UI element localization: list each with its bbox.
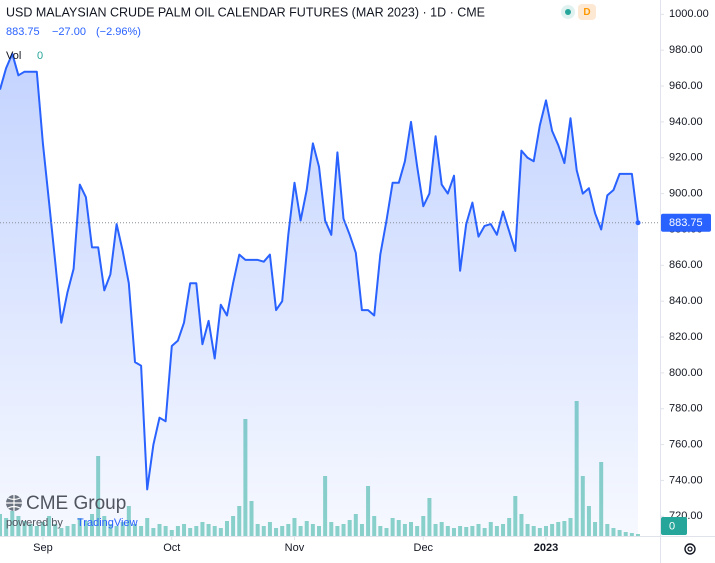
price-line [0,52,639,491]
x-tick-label: 2023 [534,542,558,554]
y-tick-label: 940.00 [669,116,703,128]
volume-current: 0 [37,50,43,62]
y-tick-label: 820.00 [669,331,703,343]
last-point [635,220,641,226]
delay-badge [578,4,596,20]
volume-badge [661,517,687,535]
logo-globe-lines [6,495,22,511]
status-dot [565,9,571,15]
y-tick-label: 1000.00 [669,8,709,20]
x-tick-label: Oct [163,542,180,554]
y-tick-label: 760.00 [669,438,703,450]
last-price-label: 883.75 [669,217,703,229]
y-tick-label: 840.00 [669,295,703,307]
x-tick-label: Dec [414,542,434,554]
x-tick-label: Nov [285,542,305,554]
delay-icon: D [583,7,590,18]
price-change-pct: (−2.96%) [96,26,141,38]
y-tick-label: 900.00 [669,188,703,200]
volume-tick-label: 0 [669,520,675,532]
chart-title: USD MALAYSIAN CRUDE PALM OIL CALENDAR FU… [6,5,485,19]
y-tick-label: 860.00 [669,259,703,271]
gear-hub[interactable] [687,546,693,552]
y-tick-label: 780.00 [669,403,703,415]
y-tick-label: 960.00 [669,80,703,92]
area-fill [0,53,638,537]
gear[interactable] [684,543,696,555]
settings-icon[interactable] [684,543,696,555]
logo: CME Group powered by TradingView [6,493,138,529]
volume-legend: Vol [6,50,21,62]
y-tick-label: 800.00 [669,367,703,379]
y-tick-label: 740.00 [669,474,703,486]
powered-by: powered by [6,517,63,529]
last-price: 883.75 [6,26,40,38]
y-tick-label: 980.00 [669,44,703,56]
price-change: −27.00 [52,26,86,38]
platform: TradingView [77,517,138,529]
y-tick-label: 920.00 [669,152,703,164]
x-tick-label: Sep [33,542,53,554]
logo-text: CME Group [26,493,126,514]
last-price-badge [661,213,711,232]
